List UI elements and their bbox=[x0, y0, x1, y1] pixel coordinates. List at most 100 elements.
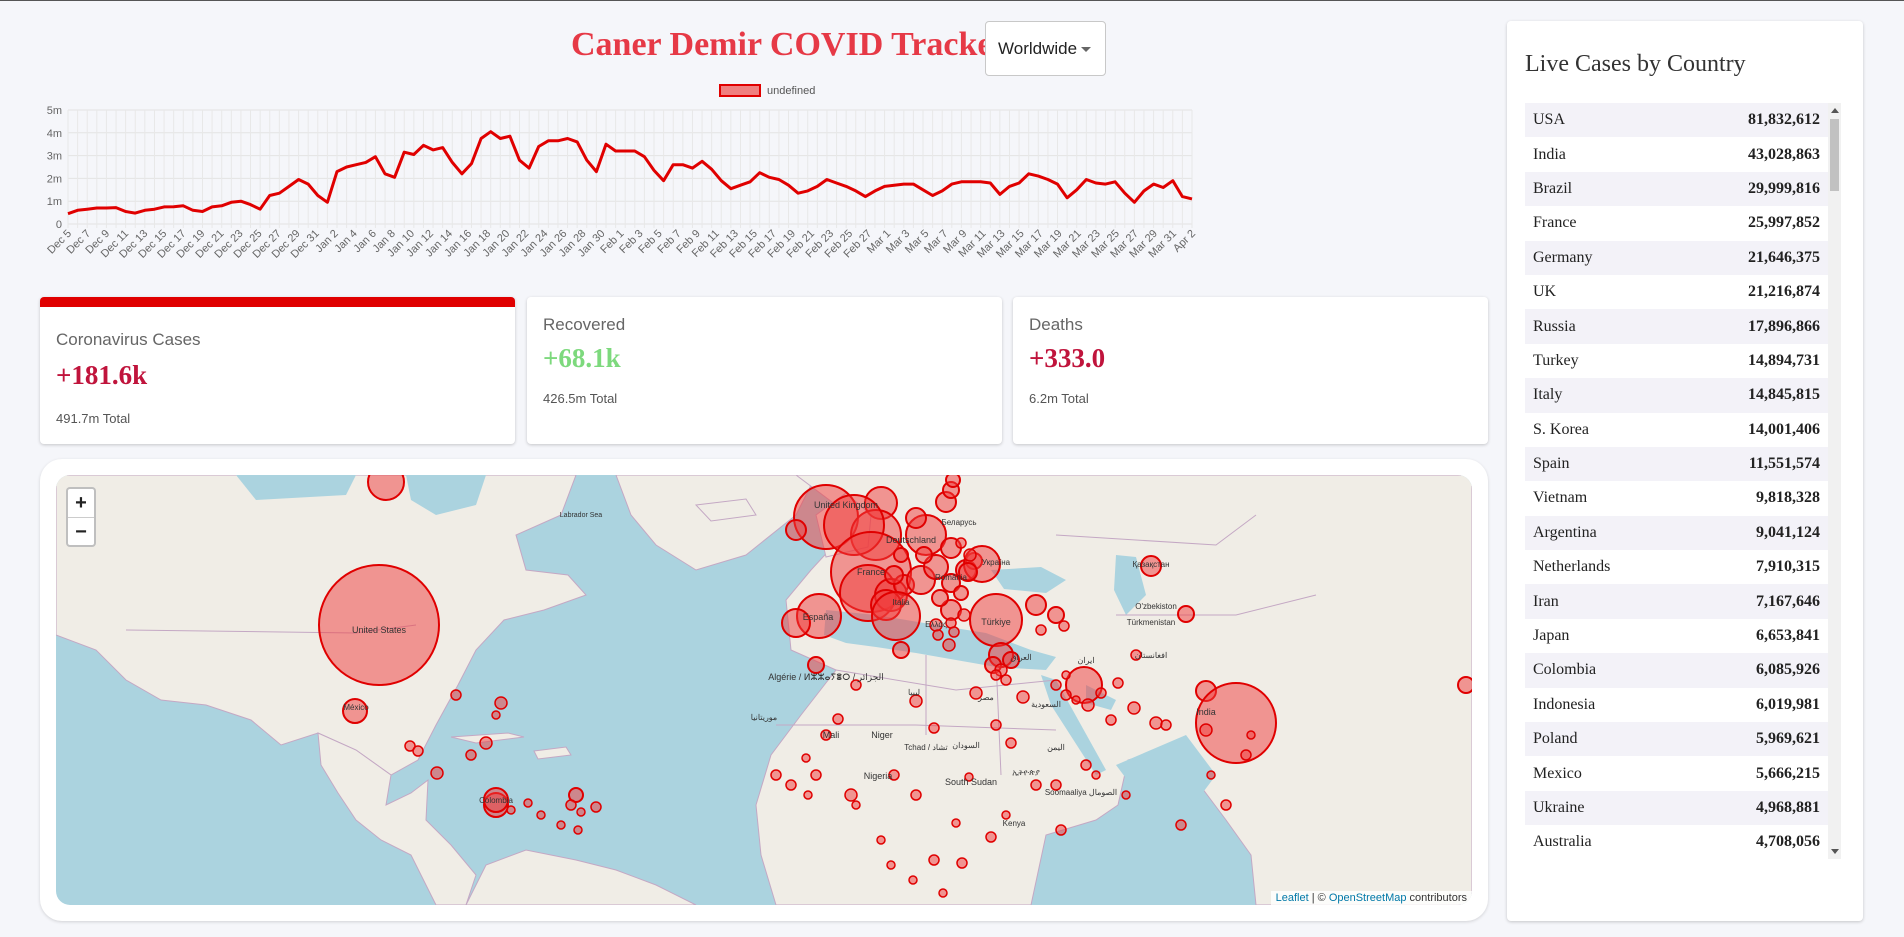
case-circle[interactable] bbox=[1071, 695, 1081, 705]
osm-link[interactable]: OpenStreetMap bbox=[1328, 892, 1407, 904]
case-circle[interactable] bbox=[412, 745, 424, 757]
case-circle[interactable] bbox=[1240, 749, 1252, 761]
case-circle[interactable] bbox=[945, 475, 961, 488]
case-circle[interactable] bbox=[781, 608, 811, 638]
case-circle[interactable] bbox=[1000, 674, 1012, 686]
case-circle[interactable] bbox=[990, 719, 1002, 731]
world-map[interactable]: United States México Labrador Sea United Ki… bbox=[56, 475, 1472, 905]
case-circle[interactable] bbox=[928, 722, 940, 734]
case-circle[interactable] bbox=[892, 641, 910, 659]
case-circle[interactable] bbox=[1457, 676, 1472, 694]
case-circle[interactable] bbox=[951, 818, 961, 828]
case-circle[interactable] bbox=[450, 689, 462, 701]
case-circle[interactable] bbox=[964, 772, 974, 782]
stat-card-2[interactable]: Deaths +333.0 6.2m Total bbox=[1013, 297, 1488, 444]
case-circle[interactable] bbox=[844, 788, 858, 802]
case-circle[interactable] bbox=[931, 589, 949, 607]
case-circle[interactable] bbox=[953, 585, 969, 601]
scroll-thumb[interactable] bbox=[1830, 119, 1839, 191]
case-circle[interactable] bbox=[957, 608, 971, 622]
case-circle[interactable] bbox=[1050, 779, 1062, 791]
case-circle[interactable] bbox=[576, 807, 586, 817]
case-circle[interactable] bbox=[1246, 730, 1256, 740]
case-circle[interactable] bbox=[1095, 687, 1107, 699]
case-circle[interactable] bbox=[1050, 679, 1062, 691]
case-circle[interactable] bbox=[1030, 779, 1042, 791]
case-circle[interactable] bbox=[969, 686, 983, 700]
case-circle[interactable] bbox=[1005, 737, 1017, 749]
case-circle[interactable] bbox=[1220, 799, 1232, 811]
case-circle[interactable] bbox=[801, 753, 811, 763]
case-circle[interactable] bbox=[536, 810, 546, 820]
case-circle[interactable] bbox=[430, 766, 444, 780]
stat-card-1[interactable]: Recovered +68.1k 426.5m Total bbox=[527, 297, 1002, 444]
case-circle[interactable] bbox=[1065, 666, 1103, 704]
case-circle[interactable] bbox=[948, 626, 960, 638]
scroll-up-icon[interactable] bbox=[1831, 108, 1839, 113]
case-circle[interactable] bbox=[483, 787, 509, 813]
case-circle[interactable] bbox=[850, 679, 862, 691]
case-circle[interactable] bbox=[1175, 819, 1187, 831]
case-circle[interactable] bbox=[915, 546, 933, 564]
case-circle[interactable] bbox=[465, 749, 477, 761]
case-circle[interactable] bbox=[1025, 594, 1047, 616]
case-circle[interactable] bbox=[318, 564, 440, 686]
case-circle[interactable] bbox=[886, 860, 896, 870]
case-circle[interactable] bbox=[506, 805, 516, 815]
stat-card-0[interactable]: Coronavirus Cases +181.6k 491.7m Total bbox=[40, 297, 515, 444]
case-circle[interactable] bbox=[1199, 723, 1213, 737]
case-circle[interactable] bbox=[1060, 689, 1072, 701]
case-circle[interactable] bbox=[956, 857, 968, 869]
case-circle[interactable] bbox=[590, 801, 602, 813]
case-circle[interactable] bbox=[1105, 714, 1117, 726]
case-circle[interactable] bbox=[1002, 651, 1020, 669]
case-circle[interactable] bbox=[810, 769, 822, 781]
leaflet-link[interactable]: Leaflet bbox=[1275, 892, 1309, 904]
case-circle[interactable] bbox=[1160, 719, 1172, 731]
case-circle[interactable] bbox=[565, 799, 577, 811]
case-circle[interactable] bbox=[910, 789, 922, 801]
case-circle[interactable] bbox=[1121, 790, 1131, 800]
case-circle[interactable] bbox=[494, 696, 508, 710]
case-circle[interactable] bbox=[985, 831, 997, 843]
case-circle[interactable] bbox=[807, 656, 825, 674]
case-circle[interactable] bbox=[1091, 770, 1101, 780]
case-circle[interactable] bbox=[1081, 698, 1095, 712]
case-circle[interactable] bbox=[832, 713, 844, 725]
scroll-down-icon[interactable] bbox=[1831, 849, 1839, 854]
case-circle[interactable] bbox=[908, 875, 918, 885]
case-circle[interactable] bbox=[1112, 677, 1124, 689]
case-circle[interactable] bbox=[888, 769, 900, 781]
case-circle[interactable] bbox=[556, 820, 566, 830]
case-circle[interactable] bbox=[1035, 624, 1047, 636]
case-circle[interactable] bbox=[1195, 682, 1277, 764]
case-circle[interactable] bbox=[1130, 649, 1142, 661]
case-circle[interactable] bbox=[938, 888, 948, 898]
case-circle[interactable] bbox=[1001, 810, 1011, 820]
live-cases-table[interactable]: USA 81,832,612 India 43,028,863 Brazil 29,999… bbox=[1525, 103, 1828, 859]
case-circle[interactable] bbox=[770, 769, 782, 781]
case-circle[interactable] bbox=[342, 698, 368, 724]
case-circle[interactable] bbox=[876, 835, 886, 845]
case-circle[interactable] bbox=[479, 736, 493, 750]
case-circle[interactable] bbox=[909, 694, 923, 708]
zoom-out-button[interactable]: − bbox=[75, 521, 87, 543]
case-circle[interactable] bbox=[905, 507, 927, 529]
case-circle[interactable] bbox=[573, 825, 583, 835]
chart-legend[interactable]: undefined bbox=[719, 84, 815, 97]
case-circle[interactable] bbox=[963, 548, 977, 562]
table-scrollbar[interactable] bbox=[1828, 103, 1841, 859]
case-circle[interactable] bbox=[928, 854, 940, 866]
case-circle[interactable] bbox=[871, 591, 921, 641]
case-circle[interactable] bbox=[1149, 716, 1163, 730]
case-circle[interactable] bbox=[851, 800, 861, 810]
zoom-in-button[interactable]: + bbox=[68, 489, 94, 518]
case-circle[interactable] bbox=[1140, 555, 1162, 577]
case-circle[interactable] bbox=[1016, 690, 1030, 704]
case-circle[interactable] bbox=[785, 519, 807, 541]
case-circle[interactable] bbox=[958, 562, 978, 582]
case-circle[interactable] bbox=[820, 729, 832, 741]
case-circle[interactable] bbox=[367, 475, 405, 501]
case-circle[interactable] bbox=[1061, 670, 1071, 680]
case-circle[interactable] bbox=[568, 787, 584, 803]
